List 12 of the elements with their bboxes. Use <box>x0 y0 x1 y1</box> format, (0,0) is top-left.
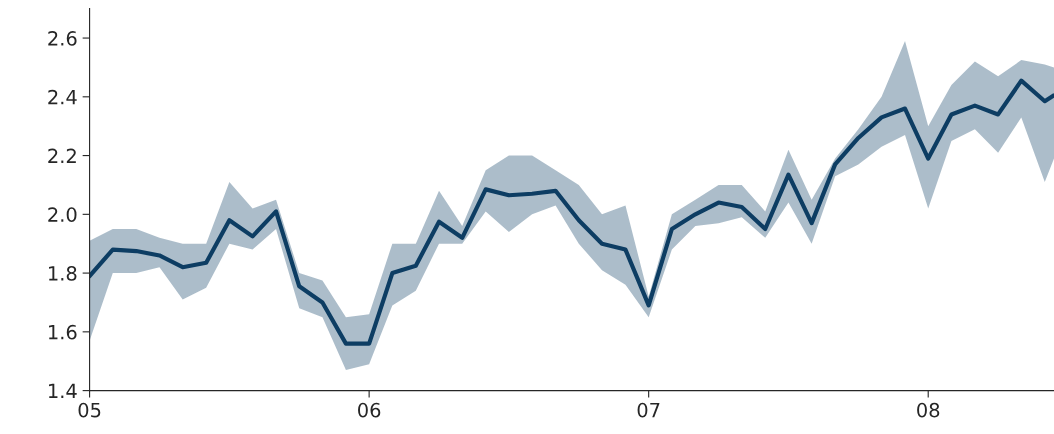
x-tick-label: 05 <box>78 402 101 418</box>
y-tick-label: 2.6 <box>48 31 77 46</box>
y-tick-label: 1.6 <box>49 324 77 340</box>
x-tick-label: 08 <box>917 402 940 418</box>
x-tick-label: 06 <box>358 402 381 418</box>
y-tick-label: 2.2 <box>48 148 76 163</box>
y-tick-label: 2.0 <box>48 207 77 222</box>
x-tick-label: 07 <box>637 402 660 418</box>
y-tick-label: 1.8 <box>49 266 77 281</box>
y-tick-label: 2.4 <box>48 89 77 105</box>
y-tick-label: 1.4 <box>49 383 77 398</box>
line-series <box>89 78 1054 346</box>
